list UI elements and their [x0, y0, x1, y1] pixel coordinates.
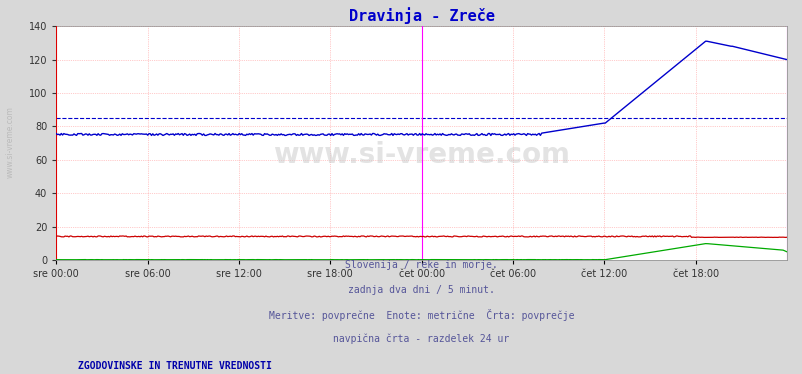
Text: navpična črta - razdelek 24 ur: navpična črta - razdelek 24 ur [333, 334, 509, 344]
Text: www.si-vreme.com: www.si-vreme.com [273, 141, 569, 169]
Text: zadnja dva dni / 5 minut.: zadnja dva dni / 5 minut. [348, 285, 494, 295]
Text: www.si-vreme.com: www.si-vreme.com [6, 106, 15, 178]
Text: ZGODOVINSKE IN TRENUTNE VREDNOSTI: ZGODOVINSKE IN TRENUTNE VREDNOSTI [78, 361, 272, 371]
Text: Slovenija / reke in morje.: Slovenija / reke in morje. [345, 260, 497, 270]
Title: Dravinja - Zreče: Dravinja - Zreče [348, 7, 494, 24]
Text: Meritve: povprečne  Enote: metrične  Črta: povprečje: Meritve: povprečne Enote: metrične Črta:… [269, 309, 573, 321]
